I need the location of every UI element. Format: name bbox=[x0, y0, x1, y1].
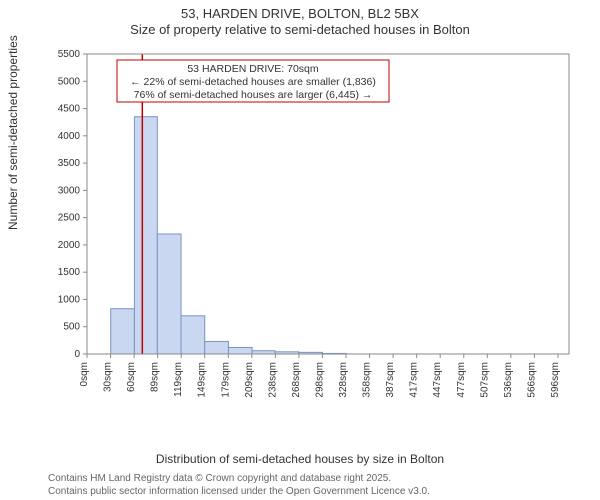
x-axis-label: Distribution of semi-detached houses by … bbox=[0, 452, 600, 466]
histogram-bar bbox=[181, 316, 205, 354]
x-tick-label: 60sqm bbox=[126, 362, 137, 392]
x-tick-label: 328sqm bbox=[338, 362, 349, 398]
x-tick-label: 30sqm bbox=[103, 362, 114, 392]
y-axis-label: Number of semi-detached properties bbox=[6, 35, 20, 230]
y-tick-label: 2500 bbox=[58, 213, 81, 224]
y-tick-label: 0 bbox=[74, 349, 80, 360]
footer-line-2: Contains public sector information licen… bbox=[48, 486, 430, 499]
histogram-bar bbox=[205, 341, 229, 354]
annotation-line-3: 76% of semi-detached houses are larger (… bbox=[134, 89, 373, 101]
x-tick-label: 477sqm bbox=[456, 362, 467, 398]
x-tick-label: 596sqm bbox=[550, 362, 561, 398]
y-tick-label: 1500 bbox=[58, 267, 81, 278]
footer-attribution: Contains HM Land Registry data © Crown c… bbox=[48, 473, 430, 498]
chart-area: 0 500 1000 1500 2000 2500 3000 3500 4000 4500 5000… bbox=[55, 48, 575, 410]
x-tick-label: 179sqm bbox=[220, 362, 231, 398]
x-tick-label: 387sqm bbox=[385, 362, 396, 398]
y-tick-label: 4000 bbox=[58, 131, 81, 142]
x-tick-label: 507sqm bbox=[479, 362, 490, 398]
x-tick-label: 447sqm bbox=[432, 362, 443, 398]
x-tick-label: 89sqm bbox=[150, 362, 161, 392]
y-tick-label: 5000 bbox=[58, 76, 81, 87]
histogram-bar bbox=[111, 309, 135, 354]
histogram-svg: 0 500 1000 1500 2000 2500 3000 3500 4000 4500 5000… bbox=[55, 48, 575, 410]
y-tick-label: 3500 bbox=[58, 158, 81, 169]
x-tick-label: 209sqm bbox=[244, 362, 255, 398]
histogram-bar bbox=[134, 117, 157, 354]
x-tick-label: 268sqm bbox=[291, 362, 302, 398]
x-tick-label: 298sqm bbox=[314, 362, 325, 398]
histogram-bar bbox=[157, 234, 181, 354]
x-tick-label: 0sqm bbox=[79, 362, 90, 386]
annotation-line-1: 53 HARDEN DRIVE: 70sqm bbox=[187, 63, 319, 75]
title-line-2: Size of property relative to semi-detach… bbox=[0, 22, 600, 38]
x-tick-label: 119sqm bbox=[173, 362, 184, 397]
annotation-line-2: ← 22% of semi-detached houses are smalle… bbox=[130, 76, 376, 88]
title-block: 53, HARDEN DRIVE, BOLTON, BL2 5BX Size o… bbox=[0, 0, 600, 39]
title-line-1: 53, HARDEN DRIVE, BOLTON, BL2 5BX bbox=[0, 6, 600, 22]
y-tick-label: 2000 bbox=[58, 240, 81, 251]
x-tick-label: 358sqm bbox=[362, 362, 373, 398]
chart-container: 53, HARDEN DRIVE, BOLTON, BL2 5BX Size o… bbox=[0, 0, 600, 500]
x-tick-label: 417sqm bbox=[409, 362, 420, 398]
x-tick-label: 536sqm bbox=[503, 362, 514, 398]
y-tick-label: 1000 bbox=[58, 294, 81, 305]
x-tick-label: 149sqm bbox=[197, 362, 208, 398]
footer-line-1: Contains HM Land Registry data © Crown c… bbox=[48, 473, 430, 486]
histogram-bar bbox=[228, 347, 252, 354]
y-tick-label: 5500 bbox=[58, 49, 81, 60]
x-tick-label: 566sqm bbox=[526, 362, 537, 398]
y-tick-label: 3000 bbox=[58, 185, 81, 196]
y-tick-label: 4500 bbox=[58, 104, 81, 115]
x-tick-label: 238sqm bbox=[267, 362, 278, 398]
y-tick-label: 500 bbox=[63, 322, 80, 333]
